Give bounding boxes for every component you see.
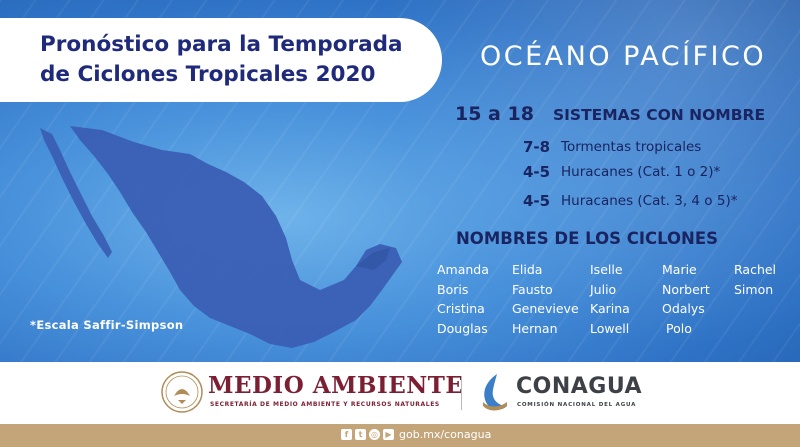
cyclone-name: Douglas [437, 321, 488, 336]
footer-url-link[interactable]: gob.mx/conagua [399, 428, 492, 441]
forecast-row: 4-5 Huracanes (Cat. 3, 4 o 5)* [523, 192, 773, 212]
cyclone-name: Lowell [590, 321, 630, 336]
cyclone-name: Rachel [734, 262, 777, 277]
conagua-logo-icon [483, 374, 507, 411]
names-heading: NOMBRES DE LOS CICLONES [456, 229, 719, 248]
cyclone-name: Cristina [437, 301, 485, 316]
cyclone-name: Elida [512, 262, 543, 277]
page-title-line-1: Pronóstico para la Temporada [40, 32, 403, 57]
cyclone-name: Boris [437, 282, 469, 297]
forecast-count: 4-5 [523, 163, 551, 181]
logo-band: MEDIO AMBIENTE SECRETARÍA DE MEDIO AMBIE… [0, 362, 800, 424]
footer-bar: f t ◎ ▶ gob.mx/conagua [0, 424, 800, 447]
cyclone-name: Iselle [590, 262, 623, 277]
forecast-count: 4-5 [523, 192, 551, 210]
forecast-label: Huracanes (Cat. 3, 4 o 5)* [561, 193, 738, 209]
semarnat-title: MEDIO AMBIENTE [208, 372, 464, 399]
cyclone-name: Polo [666, 321, 692, 336]
cyclone-name: Karina [590, 301, 630, 316]
forecast-row: 4-5 Huracanes (Cat. 1 o 2)* [523, 163, 763, 183]
twitter-icon[interactable]: t [355, 429, 366, 440]
conagua-subtitle: COMISIÓN NACIONAL DEL AGUA [517, 402, 637, 408]
cyclone-name: Fausto [512, 282, 553, 297]
forecast-label: Tormentas tropicales [561, 139, 702, 155]
cyclone-name: Norbert [662, 282, 710, 297]
social-links: f t ◎ ▶ [341, 429, 394, 440]
cyclone-name: Odalys [662, 301, 705, 316]
footnote: *Escala Saffir-Simpson [30, 318, 184, 332]
mexico-map-icon [40, 126, 402, 348]
total-systems-label: SISTEMAS CON NOMBRE [553, 106, 766, 124]
ocean-heading: OCÉANO PACÍFICO [480, 41, 767, 72]
facebook-icon[interactable]: f [341, 429, 352, 440]
cyclone-name: Julio [590, 282, 617, 297]
cyclone-name: Marie [662, 262, 697, 277]
cyclone-name: Hernan [512, 321, 558, 336]
page-title-line-2: de Ciclones Tropicales 2020 [40, 62, 376, 87]
youtube-icon[interactable]: ▶ [383, 429, 394, 440]
conagua-title: CONAGUA [516, 374, 643, 399]
title-card: Pronóstico para la Temporada de Ciclones… [0, 18, 442, 102]
forecast-label: Huracanes (Cat. 1 o 2)* [561, 164, 721, 180]
hero-banner: Pronóstico para la Temporada de Ciclones… [0, 0, 800, 362]
cyclone-name: Amanda [437, 262, 489, 277]
cyclone-name: Genevieve [512, 301, 579, 316]
cyclone-name: Simon [734, 282, 774, 297]
forecast-row: 7-8 Tormentas tropicales [523, 138, 763, 158]
total-systems-count: 15 a 18 [455, 103, 534, 125]
semarnat-subtitle: SECRETARÍA DE MEDIO AMBIENTE Y RECURSOS … [210, 401, 440, 408]
instagram-icon[interactable]: ◎ [369, 429, 380, 440]
forecast-count: 7-8 [523, 138, 551, 156]
mexico-seal-icon [161, 371, 203, 413]
logo-divider [461, 376, 462, 410]
